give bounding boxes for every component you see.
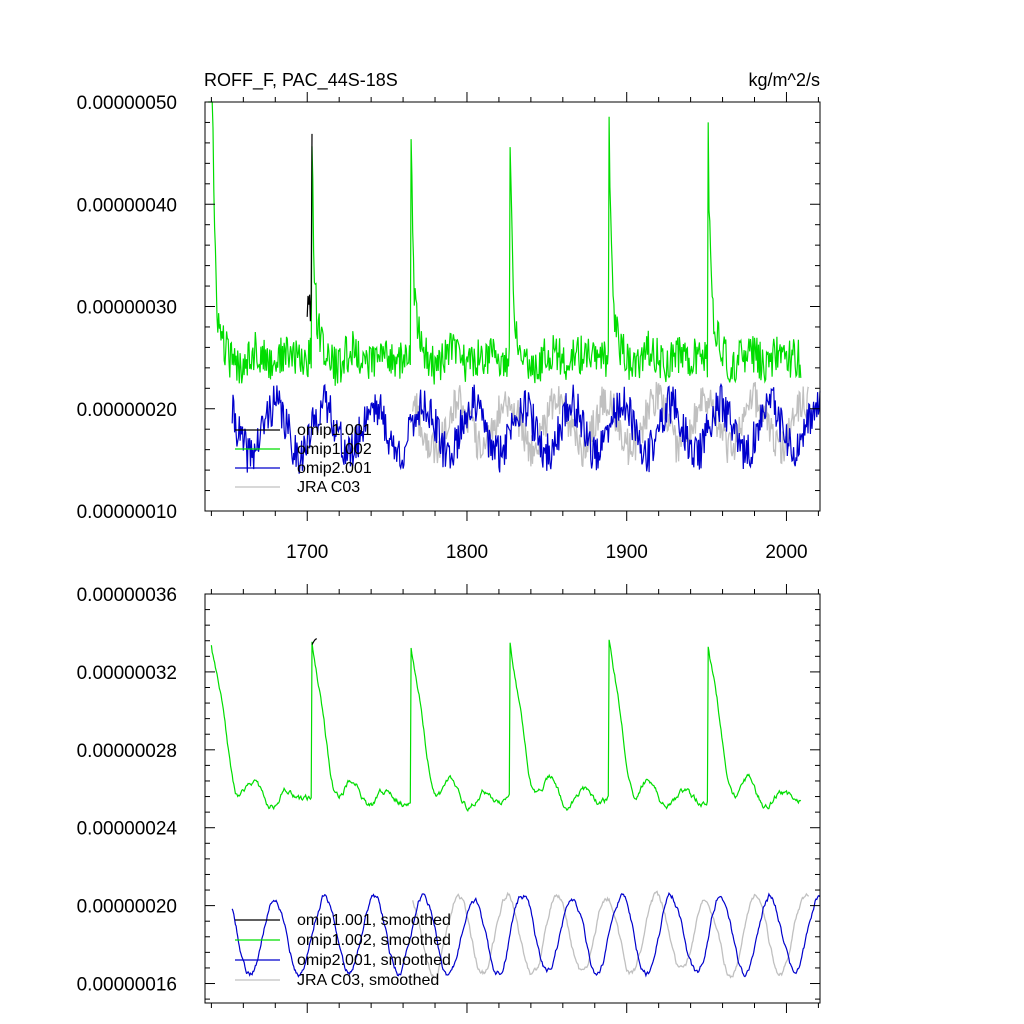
y-tick-label: 0.00000024 [77, 819, 178, 840]
y-tick-label: 0.00000016 [77, 975, 177, 996]
legend-label: JRA C03, smoothed [297, 972, 439, 989]
series-line-omip1-001 [306, 133, 313, 322]
x-tick-label: 1800 [446, 542, 488, 563]
y-tick-label: 0.00000020 [77, 400, 177, 421]
y-tick-label: 0.00000050 [77, 93, 177, 114]
y-tick-label: 0.00000028 [77, 741, 177, 762]
units-label: kg/m^2/s [749, 70, 820, 90]
legend-label: omip1.001, smoothed [297, 912, 451, 929]
x-tick-label: 1700 [286, 542, 328, 563]
y-tick-label: 0.00000020 [77, 897, 177, 918]
series-line-omip2-001-smoothed [231, 892, 821, 978]
series-line-omip2-001 [231, 382, 821, 474]
tick-layer: 0.00000010 0.00000020 0.00000030 0.00000040… [77, 92, 820, 563]
y-tick-label: 0.00000036 [77, 585, 177, 606]
x-tick-label: 1900 [606, 542, 648, 563]
series-line-jra-c03 [412, 381, 810, 467]
series-line-omip1-002 [208, 101, 802, 386]
y-tick-label: 0.00000010 [77, 502, 177, 523]
tick-layer: 0.00000016 0.00000020 0.00000024 0.00000028… [77, 584, 820, 1013]
legend-label: omip1.001 [297, 422, 372, 439]
plot-frame [204, 593, 821, 1004]
series-line-jra-c03-smoothed [412, 890, 810, 979]
y-tick-label: 0.00000040 [77, 195, 177, 216]
legend: omip1.001, smoothed omip1.002, smoothed om… [235, 912, 451, 989]
top-panel: ROFF_F, PAC_44S-18S kg/m^2/s 0.000000100… [77, 70, 821, 563]
legend-label: omip1.002, smoothed [297, 932, 451, 949]
y-tick-label: 0.00000030 [77, 298, 177, 319]
legend-label: JRA C03 [297, 479, 360, 496]
legend-label: omip1.002 [297, 441, 372, 458]
series-line-omip1-001-smoothed [311, 638, 318, 645]
legend: omip1.001 omip1.002 omip2.001 JRA C03 [235, 422, 372, 496]
x-tick-label: 2000 [765, 542, 807, 563]
legend-label: omip2.001, smoothed [297, 952, 451, 969]
y-tick-label: 0.00000032 [77, 663, 177, 684]
bottom-panel: 0.00000016 0.00000020 0.00000024 0.00000028… [77, 584, 821, 1013]
series-line-omip1-002-smoothed [210, 639, 802, 813]
series-layer [208, 101, 821, 474]
series-layer [210, 638, 821, 979]
chart-title: ROFF_F, PAC_44S-18S [204, 70, 398, 91]
legend-label: omip2.001 [297, 460, 372, 477]
